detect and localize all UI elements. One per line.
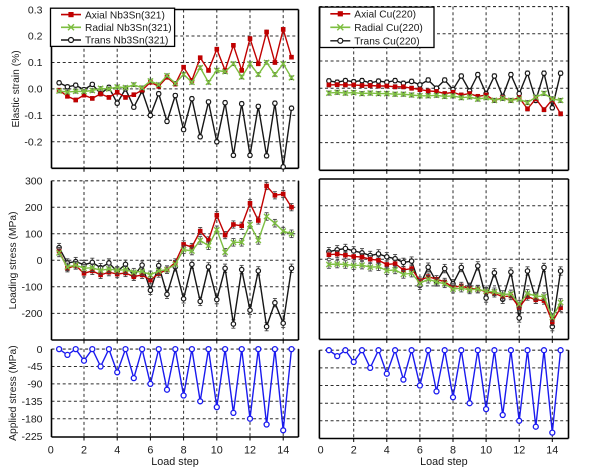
svg-text:0: 0 xyxy=(48,445,54,457)
svg-text:-45: -45 xyxy=(27,361,42,373)
svg-text:10: 10 xyxy=(480,445,492,457)
svg-text:4: 4 xyxy=(114,445,120,457)
svg-text:2: 2 xyxy=(81,445,87,457)
svg-text:-90: -90 xyxy=(27,379,42,391)
svg-text:10: 10 xyxy=(211,445,223,457)
svg-text:0.2: 0.2 xyxy=(28,31,43,43)
svg-text:8: 8 xyxy=(450,445,456,457)
svg-text:Load step: Load step xyxy=(151,456,198,467)
svg-text:Load step: Load step xyxy=(420,456,467,467)
svg-text:Axial Nb3Sn(321): Axial Nb3Sn(321) xyxy=(85,10,165,21)
svg-text:12: 12 xyxy=(244,445,256,457)
svg-text:0.3: 0.3 xyxy=(28,4,43,16)
svg-text:8: 8 xyxy=(181,445,187,457)
svg-text:0.0: 0.0 xyxy=(28,84,43,96)
svg-text:4: 4 xyxy=(384,445,390,457)
svg-text:-135: -135 xyxy=(21,396,42,408)
svg-text:200: 200 xyxy=(25,202,43,214)
svg-text:6: 6 xyxy=(147,445,153,457)
svg-text:300: 300 xyxy=(25,175,43,187)
svg-text:-0.1: -0.1 xyxy=(24,110,42,122)
svg-text:-225: -225 xyxy=(21,431,42,443)
svg-text:0: 0 xyxy=(37,255,43,267)
svg-text:0.1: 0.1 xyxy=(28,57,43,69)
svg-text:Applied stress (MPa): Applied stress (MPa) xyxy=(8,345,19,441)
svg-text:12: 12 xyxy=(513,445,525,457)
svg-text:100: 100 xyxy=(25,229,43,241)
svg-text:Axial Cu(220): Axial Cu(220) xyxy=(354,10,416,21)
svg-text:-100: -100 xyxy=(21,282,42,294)
svg-text:Elastic strain (%): Elastic strain (%) xyxy=(11,50,22,127)
svg-text:0: 0 xyxy=(318,445,324,457)
svg-text:14: 14 xyxy=(546,445,558,457)
svg-text:6: 6 xyxy=(417,445,423,457)
svg-text:Trans Nb3Sn(321): Trans Nb3Sn(321) xyxy=(85,36,168,47)
svg-text:0: 0 xyxy=(37,344,43,356)
svg-text:14: 14 xyxy=(277,445,289,457)
svg-text:-200: -200 xyxy=(21,308,42,320)
svg-text:Trans Cu(220): Trans Cu(220) xyxy=(354,37,419,48)
svg-text:Loading stress (MPa): Loading stress (MPa) xyxy=(8,211,19,309)
svg-text:Radial Cu(220): Radial Cu(220) xyxy=(354,23,423,34)
svg-text:Radial Nb3Sn(321): Radial Nb3Sn(321) xyxy=(85,23,172,34)
svg-text:-180: -180 xyxy=(21,413,42,425)
svg-text:2: 2 xyxy=(351,445,357,457)
svg-text:-0.2: -0.2 xyxy=(24,137,42,149)
